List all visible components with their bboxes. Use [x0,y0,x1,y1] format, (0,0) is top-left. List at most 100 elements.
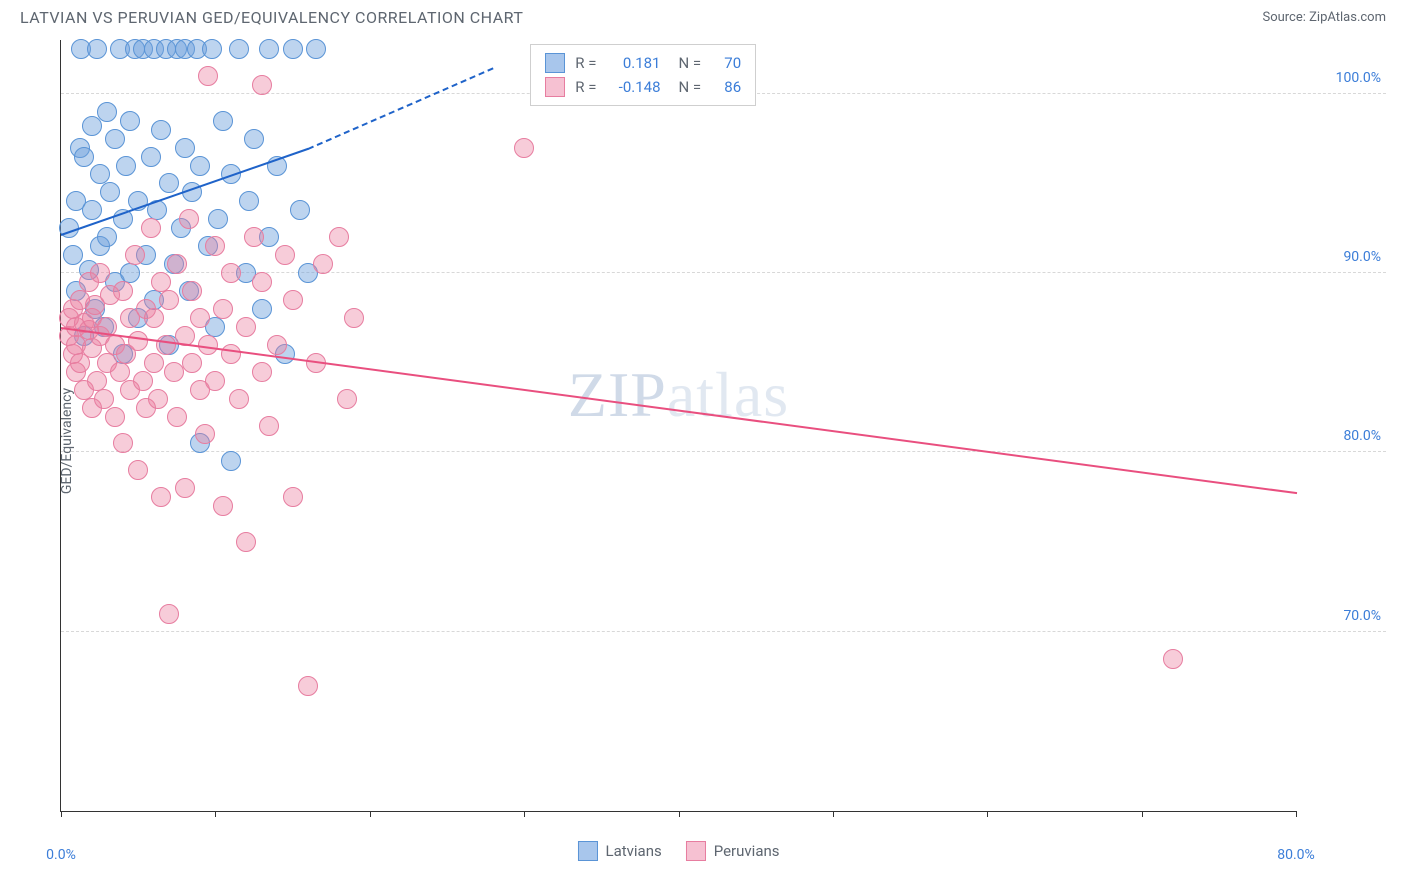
x-tick [1296,811,1297,817]
n-value: 86 [711,78,741,96]
data-point [175,478,195,498]
series-legend-label: Latvians [605,842,661,860]
data-point [113,433,133,453]
watermark-a: ZIP [568,359,667,430]
data-point [190,308,210,328]
data-point [159,604,179,624]
x-tick-label: 80.0% [1277,847,1315,863]
r-label: R = [575,78,596,96]
data-point [159,290,179,310]
x-tick [61,811,62,817]
chart-area: GED/Equivalency ZIPatlas 70.0%80.0%90.0%… [20,40,1386,842]
series-legend-item: Latvians [577,841,661,861]
data-point [306,39,326,59]
x-tick [833,811,834,817]
data-point [252,272,272,292]
data-point [236,532,256,552]
data-point [236,317,256,337]
y-tick-label: 70.0% [1343,608,1381,624]
data-point [82,116,102,136]
data-point [156,335,176,355]
n-label: N = [679,54,702,72]
watermark-b: atlas [667,359,789,430]
y-tick-label: 80.0% [1343,428,1381,444]
data-point [148,389,168,409]
data-point [159,173,179,193]
series-legend-item: Peruvians [686,841,780,861]
data-point [313,254,333,274]
data-point [244,227,264,247]
data-point [128,460,148,480]
data-point [221,451,241,471]
data-point [167,407,187,427]
data-point [179,209,199,229]
x-tick [987,811,988,817]
data-point [175,138,195,158]
data-point [259,39,279,59]
data-point [252,75,272,95]
source-label: Source: ZipAtlas.com [1262,10,1386,25]
y-tick-label: 90.0% [1343,249,1381,265]
gridline [61,631,1386,632]
data-point [239,191,259,211]
data-point [94,389,114,409]
data-point [213,111,233,131]
data-point [514,138,534,158]
series-legend: Latvians Peruvians [577,841,779,861]
data-point [82,200,102,220]
data-point [105,129,125,149]
x-tick [524,811,525,817]
r-value: -0.148 [607,78,661,96]
x-tick [679,811,680,817]
data-point [221,263,241,283]
data-point [275,245,295,265]
data-point [125,245,145,265]
data-point [337,389,357,409]
data-point [202,39,222,59]
chart-title: LATVIAN VS PERUVIAN GED/EQUIVALENCY CORR… [20,8,523,27]
gridline [61,451,1386,452]
data-point [87,39,107,59]
data-point [190,156,210,176]
regression-line [308,67,494,150]
data-point [167,254,187,274]
data-point [141,147,161,167]
source-link[interactable]: ZipAtlas.com [1309,10,1386,25]
y-tick-label: 100.0% [1336,70,1381,86]
data-point [105,407,125,427]
regression-line [61,327,1297,494]
data-point [329,227,349,247]
data-point [90,164,110,184]
r-value: 0.181 [607,54,661,72]
n-label: N = [679,78,702,96]
stats-legend-row: R =0.181N =70 [545,51,741,75]
data-point [128,331,148,351]
data-point [229,39,249,59]
data-point [213,496,233,516]
x-tick [1142,811,1143,817]
data-point [283,487,303,507]
data-point [283,290,303,310]
plot-region: ZIPatlas 70.0%80.0%90.0%100.0%0.0%80.0%R… [60,40,1296,812]
data-point [205,371,225,391]
data-point [252,362,272,382]
data-point [110,362,130,382]
r-label: R = [575,54,596,72]
data-point [97,102,117,122]
data-point [151,120,171,140]
data-point [97,227,117,247]
stats-legend-row: R = -0.148 N = 86 [545,75,741,99]
data-point [259,416,279,436]
data-point [74,147,94,167]
data-point [164,362,184,382]
data-point [151,487,171,507]
data-point [133,371,153,391]
data-point [267,335,287,355]
data-point [182,281,202,301]
data-point [116,156,136,176]
data-point [113,281,133,301]
data-point [141,218,161,238]
data-point [229,389,249,409]
data-point [283,39,303,59]
data-point [1163,649,1183,669]
